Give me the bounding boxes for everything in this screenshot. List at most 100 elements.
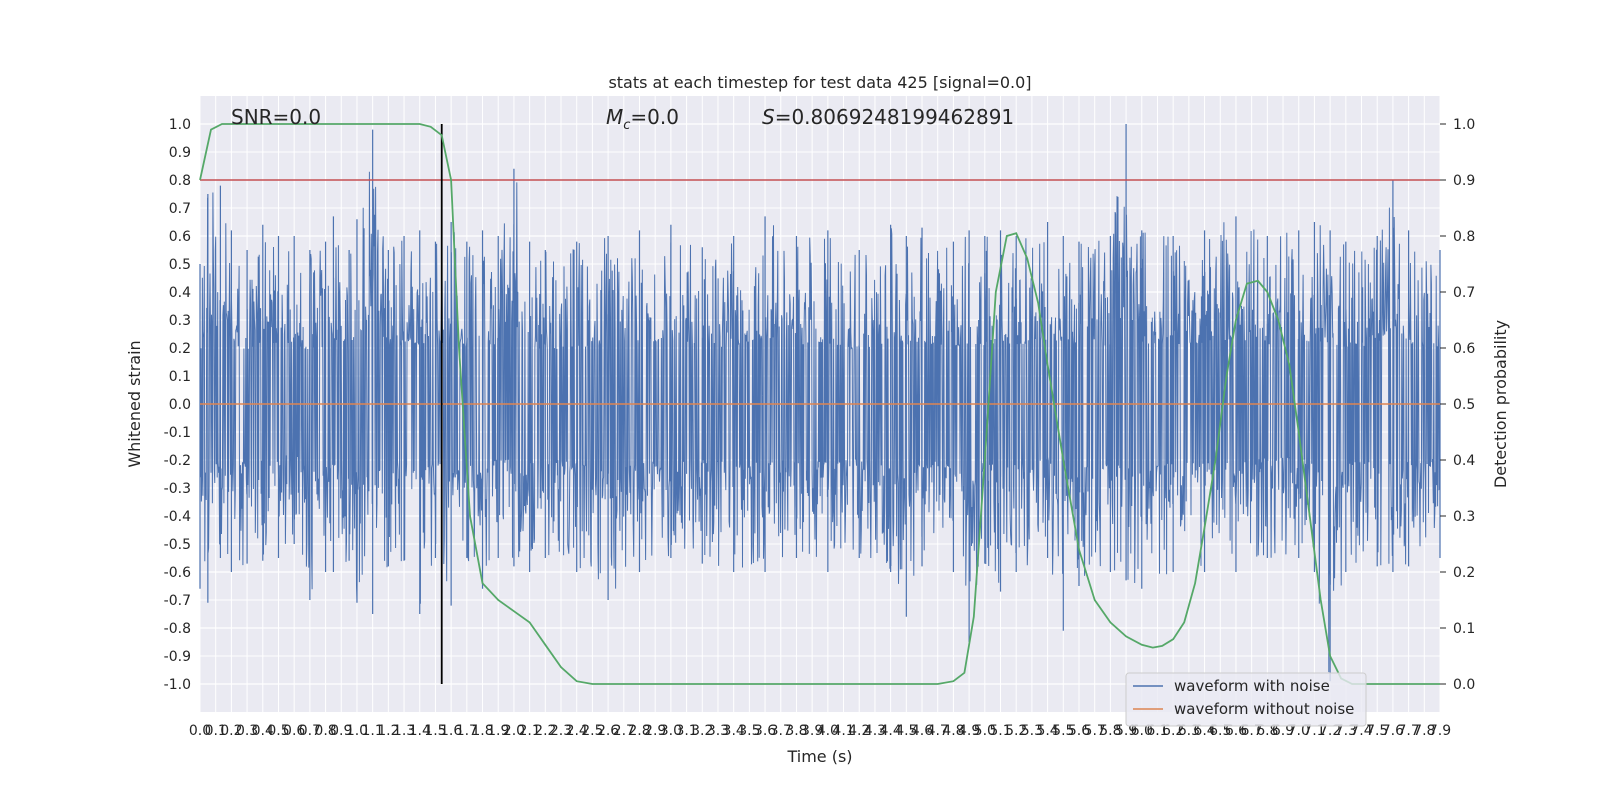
x-tick-label: 6.4 bbox=[1193, 723, 1215, 739]
x-tick-label: 4.8 bbox=[942, 723, 964, 739]
x-tick-label: 0.3 bbox=[236, 723, 258, 739]
x-tick-label: 3.8 bbox=[785, 723, 807, 739]
x-tick-label: 0.9 bbox=[330, 723, 352, 739]
x-tick-label: 0.5 bbox=[267, 723, 289, 739]
x-tick-label: 6.9 bbox=[1272, 723, 1294, 739]
x-tick-label: 3.4 bbox=[723, 723, 745, 739]
x-tick-label: 5.6 bbox=[1068, 723, 1090, 739]
x-tick-label: 7.9 bbox=[1429, 723, 1451, 739]
x-tick-label: 2.1 bbox=[518, 723, 540, 739]
x-tick-label: 1.8 bbox=[471, 723, 493, 739]
x-tick-label: 2.5 bbox=[581, 723, 603, 739]
y-tick-label: 1.0 bbox=[169, 117, 191, 133]
x-tick-label: 2.7 bbox=[613, 723, 635, 739]
right-y-tick-label: 0.1 bbox=[1453, 621, 1475, 637]
x-tick-label: 6.2 bbox=[1162, 723, 1184, 739]
x-tick-label: 6.7 bbox=[1241, 723, 1263, 739]
x-tick-label: 7.3 bbox=[1335, 723, 1357, 739]
y-tick-label: -0.6 bbox=[164, 565, 191, 581]
y-axis-label: Whitened strain bbox=[125, 340, 144, 467]
y-tick-label: 0.0 bbox=[169, 397, 191, 413]
y-tick-label: 0.1 bbox=[169, 369, 191, 385]
x-tick-label: 6.1 bbox=[1146, 723, 1168, 739]
y-tick-label: 0.6 bbox=[169, 229, 191, 245]
y-tick-label: 0.7 bbox=[169, 201, 191, 217]
x-tick-label: 5.4 bbox=[1036, 723, 1058, 739]
y-tick-label: -0.4 bbox=[164, 509, 191, 525]
x-tick-label: 0.8 bbox=[314, 723, 336, 739]
x-tick-label: 1.4 bbox=[409, 723, 431, 739]
x-tick-label: 2.2 bbox=[534, 723, 556, 739]
x-tick-label: 7.8 bbox=[1413, 723, 1435, 739]
x-tick-label: 4.9 bbox=[958, 723, 980, 739]
x-tick-label: 0.7 bbox=[299, 723, 321, 739]
y-tick-label: -0.7 bbox=[164, 593, 191, 609]
s-symbol: S bbox=[762, 105, 775, 129]
right-y-tick-label: 0.6 bbox=[1453, 341, 1475, 357]
x-tick-label: 1.9 bbox=[487, 723, 509, 739]
y-tick-label: 0.5 bbox=[169, 257, 191, 273]
x-tick-label: 2.9 bbox=[644, 723, 666, 739]
s-value: =0.8069248199462891 bbox=[775, 105, 1014, 129]
x-tick-label: 0.6 bbox=[283, 723, 305, 739]
right-y-tick-label: 0.8 bbox=[1453, 229, 1475, 245]
right-y-tick-label: 0.3 bbox=[1453, 509, 1475, 525]
right-y-tick-label: 1.0 bbox=[1453, 117, 1475, 133]
x-tick-label: 6.5 bbox=[1209, 723, 1231, 739]
right-y-axis-label: Detection probability bbox=[1491, 320, 1510, 488]
mc-symbol: M bbox=[606, 105, 623, 129]
x-tick-label: 6.0 bbox=[1131, 723, 1153, 739]
y-axis-ticks: -1.0 -0.9 -0.8 -0.7 -0.6 -0.5 -0.4 -0.3 -0.2 -0.1… bbox=[164, 117, 191, 693]
x-tick-label: 0.4 bbox=[252, 723, 274, 739]
x-tick-label: 5.2 bbox=[1005, 723, 1027, 739]
x-tick-label: 2.6 bbox=[597, 723, 619, 739]
x-tick-label: 5.0 bbox=[974, 723, 996, 739]
x-tick-label: 2.4 bbox=[566, 723, 588, 739]
x-tick-label: 6.8 bbox=[1256, 723, 1278, 739]
y-tick-label: -0.8 bbox=[164, 621, 191, 637]
x-tick-label: 7.7 bbox=[1397, 723, 1419, 739]
snr-annotation: SNR=0.0 bbox=[231, 105, 321, 129]
right-y-tick-label: 0.5 bbox=[1453, 397, 1475, 413]
x-tick-label: 4.6 bbox=[911, 723, 933, 739]
right-y-tick-label: 0.7 bbox=[1453, 285, 1475, 301]
x-tick-label: 4.0 bbox=[817, 723, 839, 739]
chart-title: stats at each timestep for test data 425… bbox=[608, 73, 1031, 92]
right-y-tick-label: 0.0 bbox=[1453, 677, 1475, 693]
x-tick-label: 1.3 bbox=[393, 723, 415, 739]
x-tick-label: 1.7 bbox=[456, 723, 478, 739]
x-tick-label: 4.2 bbox=[848, 723, 870, 739]
y-tick-label: -1.0 bbox=[164, 677, 191, 693]
x-tick-label: 3.1 bbox=[675, 723, 697, 739]
x-tick-label: 3.7 bbox=[770, 723, 792, 739]
y-tick-label: 0.9 bbox=[169, 145, 191, 161]
x-tick-label: 2.3 bbox=[550, 723, 572, 739]
series-waveform-with-noise bbox=[199, 124, 1441, 682]
x-tick-label: 1.0 bbox=[346, 723, 368, 739]
x-tick-label: 7.5 bbox=[1366, 723, 1388, 739]
x-tick-label: 1.5 bbox=[424, 723, 446, 739]
x-tick-label: 6.3 bbox=[1178, 723, 1200, 739]
legend-box bbox=[1125, 672, 1367, 727]
x-tick-label: 7.0 bbox=[1288, 723, 1310, 739]
x-tick-label: 0.0 bbox=[189, 723, 211, 739]
x-tick-label: 2.8 bbox=[628, 723, 650, 739]
right-y-tick-label: 0.9 bbox=[1453, 173, 1475, 189]
x-tick-label: 4.5 bbox=[895, 723, 917, 739]
legend-label-noise: waveform with noise bbox=[1174, 677, 1330, 695]
x-tick-label: 5.3 bbox=[1021, 723, 1043, 739]
x-axis-label: Time (s) bbox=[786, 747, 852, 766]
x-tick-label: 3.9 bbox=[801, 723, 823, 739]
x-tick-label: 4.1 bbox=[832, 723, 854, 739]
x-tick-label: 1.6 bbox=[440, 723, 462, 739]
x-tick-label: 1.2 bbox=[377, 723, 399, 739]
y-tick-label: 0.3 bbox=[169, 313, 191, 329]
x-tick-label: 0.2 bbox=[220, 723, 242, 739]
x-tick-label: 5.9 bbox=[1115, 723, 1137, 739]
x-tick-label: 4.4 bbox=[880, 723, 902, 739]
mc-subscript: c bbox=[623, 118, 630, 133]
x-tick-label: 3.2 bbox=[691, 723, 713, 739]
right-y-tick-label: 0.4 bbox=[1453, 453, 1475, 469]
legend-label-clean: waveform without noise bbox=[1174, 700, 1354, 718]
